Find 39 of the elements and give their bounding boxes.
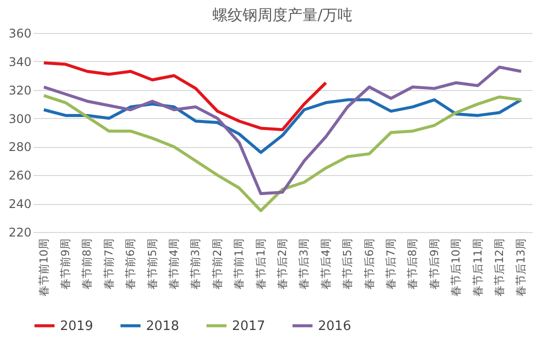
x-tick-label: 春节后11周	[471, 238, 484, 296]
x-tick-label: 春节后4周	[319, 238, 332, 290]
x-tick-label: 春节前1周	[232, 238, 246, 290]
x-tick-label: 春节前3周	[189, 238, 202, 290]
x-tick-label: 春节后6周	[362, 238, 376, 290]
y-tick-label: 240	[8, 197, 32, 212]
legend-label: 2019	[60, 318, 94, 334]
x-tick-label: 春节后7周	[384, 238, 398, 290]
x-tick-label: 春节后12周	[492, 238, 506, 296]
x-tick-label: 春节前9周	[59, 238, 72, 290]
x-tick-label: 春节前7周	[102, 238, 116, 290]
legend-label: 2018	[146, 318, 180, 334]
legend-label: 2017	[232, 318, 266, 334]
line-series	[42, 61, 328, 132]
x-tick-label: 春节前4周	[168, 238, 181, 290]
x-tick-label: 春节后2周	[276, 238, 289, 290]
x-tick-label: 春节前10周	[37, 238, 50, 296]
y-tick-label: 220	[8, 226, 32, 240]
y-tick-label: 280	[8, 140, 32, 154]
y-tick-label: 260	[8, 168, 32, 183]
x-tick-label: 春节前6周	[124, 238, 138, 290]
line-series	[42, 94, 523, 212]
chart-title: 螺纹钢周度产量/万吨	[212, 6, 353, 24]
x-tick-label: 春节前2周	[210, 238, 224, 290]
x-tick-label: 春节前8周	[80, 238, 94, 290]
x-tick-label: 春节后10周	[450, 238, 463, 296]
y-tick-label: 300	[8, 112, 32, 126]
x-tick-label: 春节后13周	[514, 238, 528, 296]
x-tick-label: 春节后8周	[406, 238, 420, 290]
x-tick-label: 春节后1周	[254, 238, 268, 290]
legend-label: 2016	[318, 318, 352, 334]
y-tick-label: 320	[8, 83, 32, 98]
y-tick-label: 360	[8, 26, 32, 40]
y-tick-label: 340	[8, 54, 32, 69]
line-series	[42, 66, 523, 196]
x-tick-label: 春节后9周	[428, 238, 441, 290]
x-tick-label: 春节后3周	[298, 238, 311, 290]
x-tick-label: 春节前5周	[146, 238, 159, 290]
x-tick-label: 春节后5周	[341, 238, 354, 290]
